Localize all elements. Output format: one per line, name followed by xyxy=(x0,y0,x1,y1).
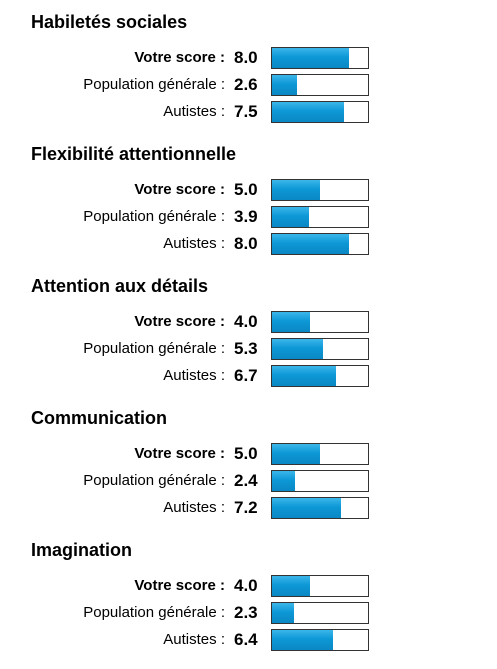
score-bar xyxy=(271,101,369,123)
score-row-label: Votre score : xyxy=(134,49,225,66)
score-bar-fill xyxy=(272,48,349,68)
score-row: Population générale : 5.3 xyxy=(0,338,497,360)
score-bar-fill xyxy=(272,234,349,254)
score-bar xyxy=(271,602,369,624)
score-row: Population générale : 2.4 xyxy=(0,470,497,492)
score-row: Votre score : 4.0 xyxy=(0,311,497,333)
section-title: Communication xyxy=(31,408,168,428)
score-bar xyxy=(271,179,369,201)
score-bar xyxy=(271,365,369,387)
score-row-label: Autistes : xyxy=(163,499,225,516)
score-row: Population générale : 2.6 xyxy=(0,74,497,96)
section-title: Habiletés sociales xyxy=(31,12,188,32)
score-bar-fill xyxy=(272,75,297,95)
score-bar-fill xyxy=(272,498,341,518)
score-bar xyxy=(271,338,369,360)
score-value: 7.2 xyxy=(234,498,258,517)
score-bar-fill xyxy=(272,339,323,359)
score-row-label: Votre score : xyxy=(134,181,225,198)
score-bar-fill xyxy=(272,471,295,491)
score-value: 5.3 xyxy=(234,339,258,358)
score-value: 4.0 xyxy=(234,576,258,595)
score-value: 6.4 xyxy=(234,630,258,649)
score-row: Autistes : 6.7 xyxy=(0,365,497,387)
score-bar xyxy=(271,233,369,255)
score-bar xyxy=(271,74,369,96)
section-title: Imagination xyxy=(31,540,133,560)
score-value: 8.0 xyxy=(234,48,258,67)
score-row-label: Votre score : xyxy=(134,577,225,594)
score-row: Autistes : 7.2 xyxy=(0,497,497,519)
score-row-label: Population générale : xyxy=(83,340,225,357)
score-bar xyxy=(271,575,369,597)
score-row-label: Population générale : xyxy=(83,604,225,621)
score-value: 2.4 xyxy=(234,471,258,490)
score-bar-fill xyxy=(272,444,320,464)
score-bar xyxy=(271,629,369,651)
score-bar-fill xyxy=(272,207,309,227)
score-bar-fill xyxy=(272,180,320,200)
score-value: 2.6 xyxy=(234,75,258,94)
score-row: Population générale : 2.3 xyxy=(0,602,497,624)
score-section: Flexibilité attentionnelle Votre score : 5… xyxy=(0,132,497,264)
score-bar xyxy=(271,206,369,228)
score-bar-fill xyxy=(272,630,333,650)
score-bar-fill xyxy=(272,102,344,122)
score-row-label: Autistes : xyxy=(163,631,225,648)
score-row: Votre score : 4.0 xyxy=(0,575,497,597)
score-row-label: Population générale : xyxy=(83,208,225,225)
score-bar xyxy=(271,443,369,465)
score-bar xyxy=(271,470,369,492)
score-value: 5.0 xyxy=(234,180,258,199)
score-row-label: Votre score : xyxy=(134,445,225,462)
score-bar-fill xyxy=(272,312,310,332)
score-row: Autistes : 6.4 xyxy=(0,629,497,651)
score-section: Communication Votre score : 5.0 Population … xyxy=(0,396,497,528)
score-row: Votre score : 5.0 xyxy=(0,179,497,201)
score-bar xyxy=(271,497,369,519)
score-value: 4.0 xyxy=(234,312,258,331)
score-bar-fill xyxy=(272,366,336,386)
score-row: Population générale : 3.9 xyxy=(0,206,497,228)
score-row-label: Autistes : xyxy=(163,103,225,120)
score-value: 7.5 xyxy=(234,102,258,121)
section-title: Flexibilité attentionnelle xyxy=(31,144,237,164)
score-bar xyxy=(271,47,369,69)
score-value: 3.9 xyxy=(234,207,258,226)
score-row: Votre score : 8.0 xyxy=(0,47,497,69)
score-value: 2.3 xyxy=(234,603,258,622)
section-title: Attention aux détails xyxy=(31,276,209,296)
score-section: Imagination Votre score : 4.0 Population gé… xyxy=(0,528,497,660)
score-row-label: Votre score : xyxy=(134,313,225,330)
score-row-label: Autistes : xyxy=(163,367,225,384)
score-value: 8.0 xyxy=(234,234,258,253)
score-bar-fill xyxy=(272,603,294,623)
score-value: 6.7 xyxy=(234,366,258,385)
score-row: Votre score : 5.0 xyxy=(0,443,497,465)
score-section: Attention aux détails Votre score : 4.0 Pop… xyxy=(0,264,497,396)
score-section: Habiletés sociales Votre score : 8.0 Popula… xyxy=(0,0,497,132)
score-bar-fill xyxy=(272,576,310,596)
score-row-label: Population générale : xyxy=(83,76,225,93)
score-row-label: Population générale : xyxy=(83,472,225,489)
score-bar xyxy=(271,311,369,333)
score-row: Autistes : 7.5 xyxy=(0,101,497,123)
score-row-label: Autistes : xyxy=(163,235,225,252)
score-value: 5.0 xyxy=(234,444,258,463)
score-row: Autistes : 8.0 xyxy=(0,233,497,255)
